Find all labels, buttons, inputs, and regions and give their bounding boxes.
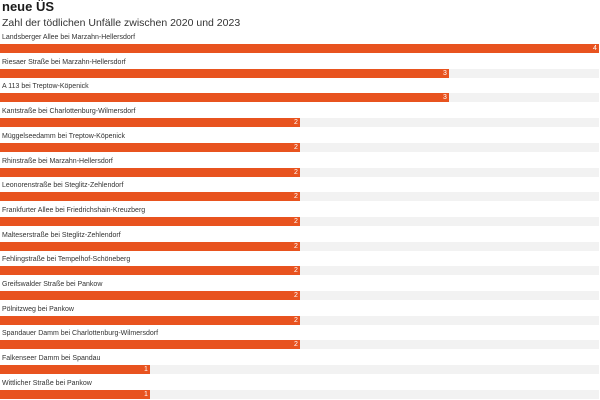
bar-track: 2 xyxy=(0,192,599,202)
bar-value-label: 2 xyxy=(294,341,298,349)
bar-track: 3 xyxy=(0,68,599,78)
bar-track: 2 xyxy=(0,142,599,152)
bar-value-label: 1 xyxy=(144,366,148,374)
bar xyxy=(0,216,300,226)
bar-track: 2 xyxy=(0,266,599,276)
bar xyxy=(0,192,300,202)
bar-track: 4 xyxy=(0,44,599,53)
category-label: Greifswalder Straße bei Pankow xyxy=(2,281,103,288)
bar-track: 2 xyxy=(0,291,599,300)
bar-track: 1 xyxy=(0,365,599,375)
bar xyxy=(0,93,449,103)
bar-track: 2 xyxy=(0,315,599,325)
category-label: Frankfurter Allee bei Friedrichshain-Kre… xyxy=(2,206,146,214)
bar xyxy=(0,340,300,350)
bar-value-label: 2 xyxy=(294,217,298,225)
category-label: Riesaer Straße bei Marzahn-Hellersdorf xyxy=(2,58,126,66)
bar-value-label: 2 xyxy=(294,292,298,299)
bar-value-label: 2 xyxy=(294,119,298,127)
category-label: Landsberger Allee bei Marzahn-Hellersdor… xyxy=(2,34,136,41)
bar-value-label: 4 xyxy=(593,45,597,52)
bar xyxy=(0,68,449,78)
bar-track: 2 xyxy=(0,118,599,128)
bar xyxy=(0,241,300,251)
bar xyxy=(0,118,300,128)
category-label: A 113 bei Treptow-Köpenick xyxy=(2,83,89,91)
category-label: Rhinstraße bei Marzahn-Hellersdorf xyxy=(2,157,113,165)
bar-track: 2 xyxy=(0,241,599,251)
bar-track: 2 xyxy=(0,340,599,350)
bar-value-label: 2 xyxy=(294,143,298,151)
category-label: Wittlicher Straße bei Pankow xyxy=(2,379,92,387)
bar xyxy=(0,44,599,53)
bar-value-label: 3 xyxy=(443,94,447,102)
bar-value-label: 2 xyxy=(294,316,298,324)
bar-value-label: 1 xyxy=(144,390,148,398)
bar-value-label: 2 xyxy=(294,267,298,275)
category-label: Pölnitzweg bei Pankow xyxy=(2,305,74,313)
bar-value-label: 2 xyxy=(294,168,298,176)
bar xyxy=(0,266,300,276)
category-label: Leonorenstraße bei Steglitz-Zehlendorf xyxy=(2,182,124,190)
bar-track: 2 xyxy=(0,216,599,226)
bar-value-label: 2 xyxy=(294,193,298,201)
bar xyxy=(0,389,150,399)
bar xyxy=(0,167,300,177)
category-label: Falkenseer Damm bei Spandau xyxy=(2,355,101,363)
category-label: Kantstraße bei Charlottenburg-Wilmersdor… xyxy=(2,108,136,116)
bar-track: 2 xyxy=(0,167,599,177)
bar xyxy=(0,291,300,300)
bar-track: 1 xyxy=(0,389,599,399)
bar xyxy=(0,365,150,375)
bar xyxy=(0,142,300,152)
category-label: Fehlingstraße bei Tempelhof-Schöneberg xyxy=(2,256,131,264)
bar-track: 3 xyxy=(0,93,599,103)
bar xyxy=(0,315,300,325)
category-label: Müggelseedamm bei Treptow-Köpenick xyxy=(2,132,125,140)
page-title: neue ÜS xyxy=(2,0,55,14)
category-label: Malteserstraße bei Steglitz-Zehlendorf xyxy=(2,231,121,239)
category-label: Spandauer Damm bei Charlottenburg-Wilmer… xyxy=(2,330,159,338)
bar-value-label: 3 xyxy=(443,69,447,77)
bar-value-label: 2 xyxy=(294,242,298,250)
chart-subtitle: Zahl der tödlichen Unfälle zwischen 2020… xyxy=(2,17,241,29)
